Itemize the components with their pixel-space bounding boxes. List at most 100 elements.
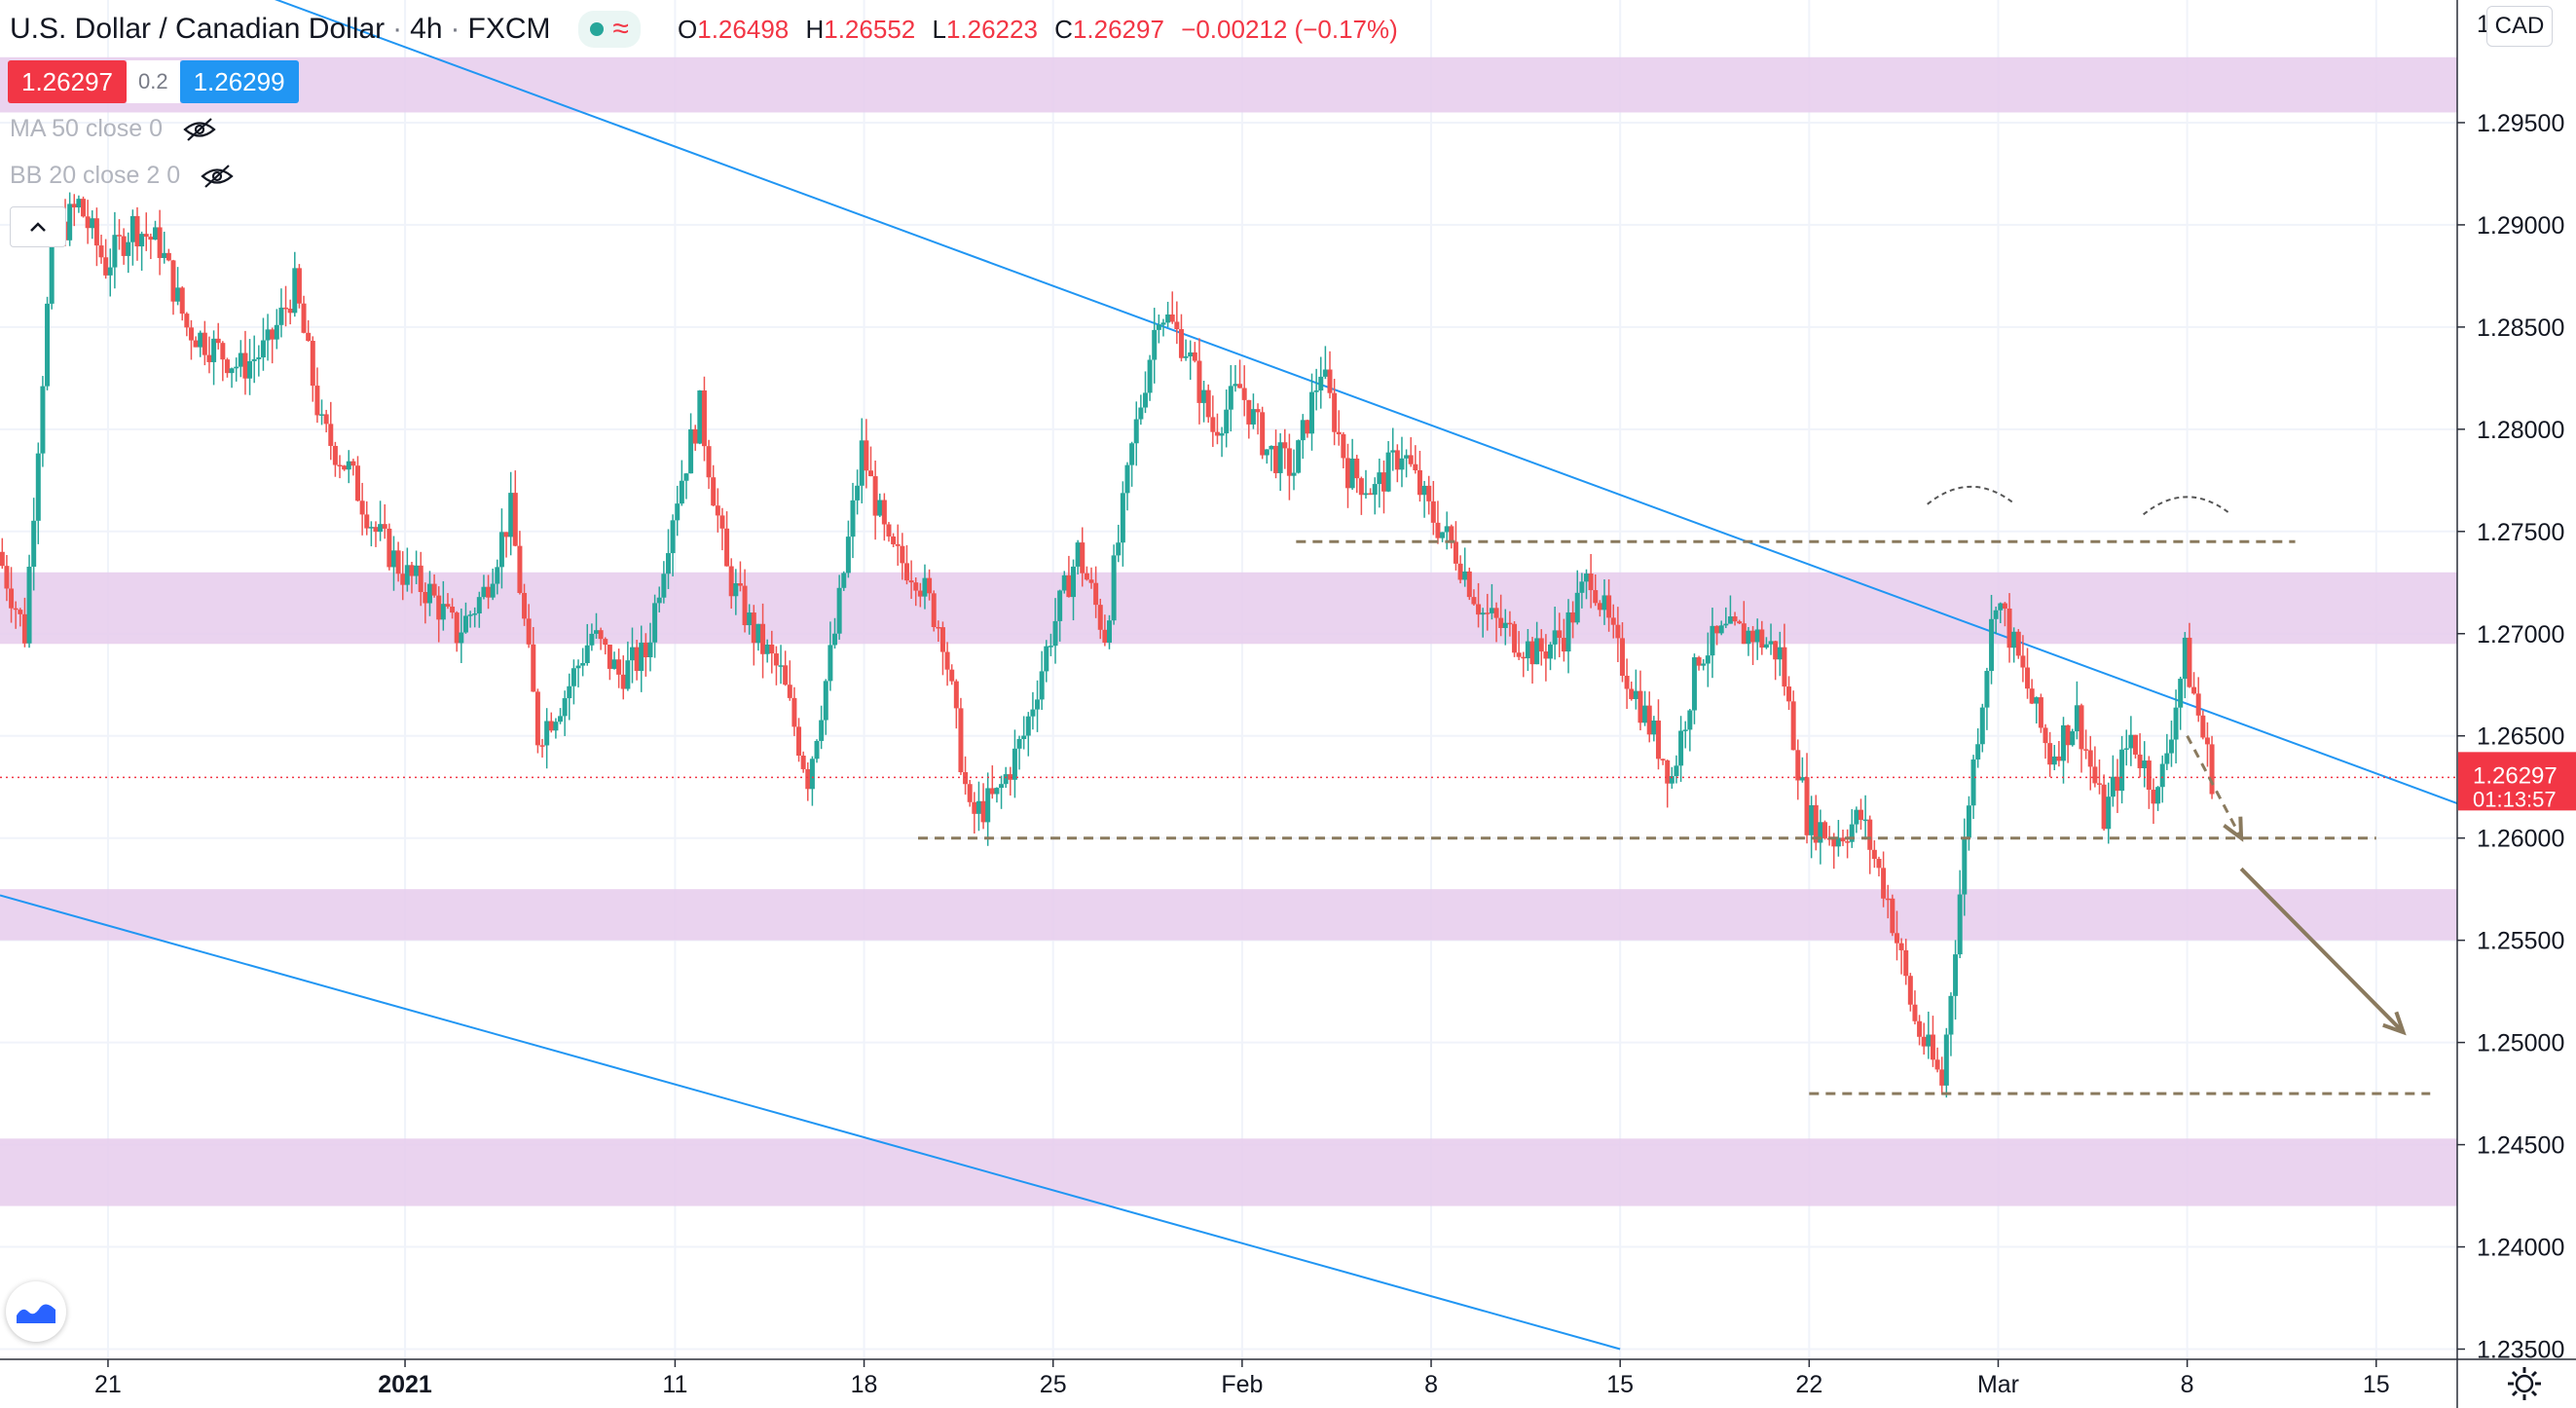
- candle-body: [1705, 655, 1711, 664]
- candle-body: [927, 577, 933, 594]
- tradingview-logo[interactable]: [6, 1281, 66, 1342]
- double-top-arc: [1927, 485, 2016, 505]
- interval-label[interactable]: 4h: [410, 13, 443, 45]
- candle-body: [1111, 555, 1117, 621]
- candle-body: [895, 543, 901, 546]
- candle-body: [1907, 976, 1913, 1005]
- candle-body: [661, 574, 667, 598]
- candle-body: [1984, 671, 1990, 708]
- candle-body: [1466, 571, 1472, 598]
- candle-body: [1885, 898, 1891, 901]
- candle-body: [1593, 590, 1599, 604]
- candle-body: [2187, 637, 2192, 687]
- candle-body: [26, 567, 32, 644]
- candle-body: [999, 784, 1005, 789]
- candle-body: [688, 428, 694, 474]
- candle-body: [175, 287, 181, 302]
- candle-body: [2178, 679, 2184, 708]
- candle-body: [166, 252, 171, 261]
- wave-icon: ≈: [612, 13, 630, 45]
- candle-body: [864, 440, 869, 471]
- candle-body: [1129, 443, 1135, 465]
- candle-body: [1178, 329, 1184, 358]
- eye-hidden-icon[interactable]: [182, 117, 217, 142]
- candle-body: [1876, 859, 1882, 869]
- candle-body: [440, 604, 446, 620]
- candle-body: [1871, 849, 1877, 860]
- candle-body: [764, 644, 770, 654]
- candle-body: [859, 440, 865, 486]
- candle-body: [323, 414, 329, 425]
- candle-body: [242, 352, 248, 379]
- sell-button[interactable]: 1.26297: [8, 60, 127, 103]
- candle-body: [985, 788, 991, 823]
- candle-body: [1336, 431, 1342, 435]
- indicator-bb[interactable]: BB 20 close 2 0: [10, 162, 235, 190]
- candle-body: [1691, 657, 1697, 711]
- candle-body: [1061, 574, 1067, 591]
- candle-body: [1943, 1034, 1949, 1086]
- candle-body: [270, 329, 276, 340]
- candle-body: [1341, 434, 1346, 459]
- candle-body: [454, 612, 460, 644]
- candle-body: [850, 500, 856, 537]
- candle-body: [603, 639, 608, 646]
- y-tick-label: 1.26000: [2477, 826, 2564, 853]
- candle-body: [1669, 776, 1674, 784]
- candle-body: [162, 252, 167, 258]
- candle-body: [796, 726, 802, 757]
- candle-body: [1502, 622, 1508, 628]
- indicator-ma[interactable]: MA 50 close 0: [10, 115, 217, 143]
- candle-body: [1584, 574, 1590, 582]
- candle-body: [1966, 805, 1971, 838]
- candle-body: [1813, 804, 1819, 843]
- candle-body: [152, 227, 158, 241]
- candle-body: [742, 585, 748, 626]
- candle-body: [1854, 809, 1859, 825]
- candle-body: [1818, 822, 1823, 843]
- candle-body: [841, 573, 847, 588]
- candle-body: [963, 772, 969, 785]
- candle-body: [1822, 822, 1828, 838]
- currency-button[interactable]: CAD: [2486, 6, 2553, 47]
- candle-body: [129, 215, 135, 242]
- candle-body: [1912, 1004, 1918, 1021]
- settings-gear-icon[interactable]: [2506, 1365, 2543, 1402]
- candle-body: [1588, 574, 1594, 591]
- candle-body: [1682, 729, 1688, 731]
- change-value: −0.00212 (−0.17%): [1181, 14, 1398, 44]
- candle-body: [0, 551, 5, 567]
- double-top-arc: [2143, 496, 2232, 516]
- eye-hidden-icon[interactable]: [200, 164, 235, 189]
- candle-body: [76, 199, 82, 208]
- buy-button[interactable]: 1.26299: [179, 60, 299, 103]
- collapse-legend-button[interactable]: [10, 206, 66, 247]
- x-tick-label: 15: [1606, 1371, 1634, 1398]
- candle-body: [625, 660, 631, 689]
- candle-body: [598, 630, 604, 640]
- candle-body: [2065, 724, 2071, 746]
- candle-body: [2006, 608, 2012, 648]
- candle-body: [1894, 933, 1899, 944]
- candle-body: [126, 241, 131, 256]
- symbol-title[interactable]: U.S. Dollar / Canadian Dollar: [10, 13, 386, 45]
- candle-body: [278, 307, 284, 325]
- candle-body: [773, 653, 779, 666]
- candle-body: [274, 324, 279, 340]
- candle-body: [1116, 542, 1122, 556]
- candle-body: [1710, 625, 1715, 656]
- candle-body: [706, 446, 712, 478]
- candle-body: [1727, 616, 1733, 624]
- candle-body: [1867, 819, 1873, 850]
- candle-body: [1799, 777, 1805, 781]
- candle-body: [1021, 735, 1027, 739]
- candle-body: [1196, 360, 1202, 403]
- candle-body: [220, 343, 226, 360]
- candle-body: [1269, 445, 1274, 450]
- candle-body: [616, 659, 622, 675]
- market-status-pill[interactable]: ≈: [577, 11, 642, 48]
- candle-body: [2079, 705, 2084, 750]
- candle-body: [692, 428, 698, 444]
- candle-body: [1665, 760, 1671, 784]
